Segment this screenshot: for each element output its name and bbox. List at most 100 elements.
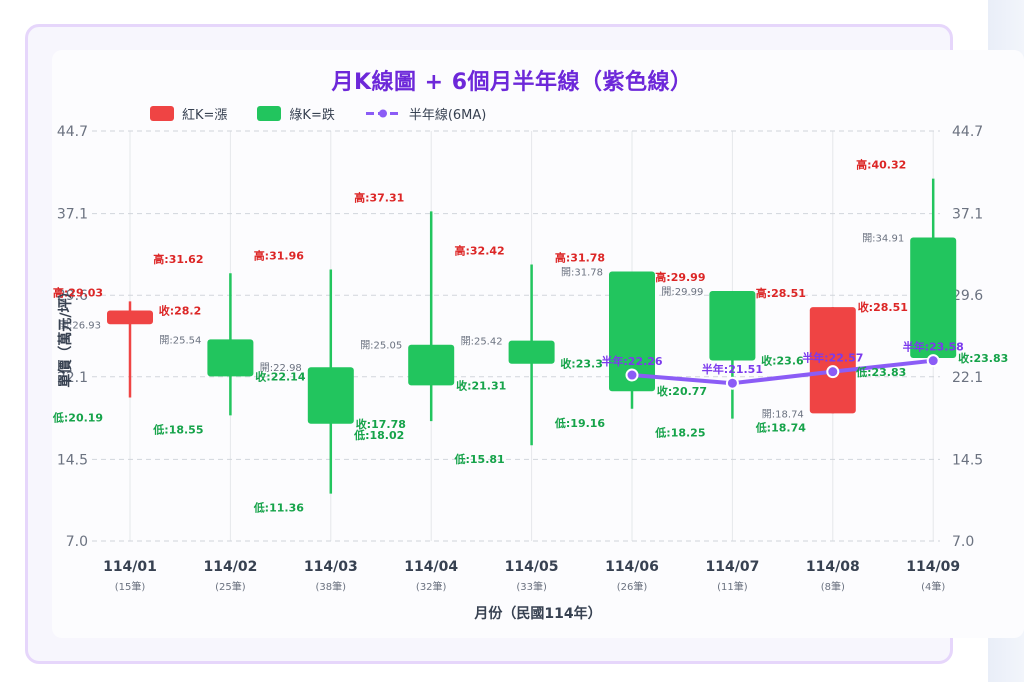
ma-point[interactable] xyxy=(725,376,739,390)
x-category-label: 114/09 xyxy=(906,559,960,575)
ma-polyline xyxy=(631,358,934,386)
value-label: 收:28.2 xyxy=(159,303,202,317)
y-tick-label: 14.5 xyxy=(57,452,88,468)
value-label: 開:31.78 xyxy=(561,267,603,279)
x-count-label: (11筆) xyxy=(717,580,748,593)
value-label: 開:25.42 xyxy=(461,336,503,348)
value-label: 半年:21.51 xyxy=(702,362,763,376)
legend-item-ma[interactable]: 半年線(6MA) xyxy=(365,104,487,123)
y-tick-label: 29.6 xyxy=(952,288,983,304)
value-label: 低:20.19 xyxy=(52,411,103,425)
value-label: 開:25.54 xyxy=(159,334,201,346)
red-box-icon xyxy=(150,106,174,121)
x-category-label: 114/02 xyxy=(203,559,257,575)
value-label: 開:18.74 xyxy=(762,408,804,420)
x-category-label: 114/04 xyxy=(404,559,458,575)
candle-down[interactable] xyxy=(307,367,354,424)
value-label: 收:28.51 xyxy=(858,300,908,314)
candle-down[interactable] xyxy=(207,339,254,377)
y-tick-label: 44.7 xyxy=(952,124,983,140)
value-label: 低:18.02 xyxy=(353,428,404,442)
value-label: 低:19.16 xyxy=(554,416,606,430)
ma-line xyxy=(625,354,940,390)
value-labels: 高:29.03 低:20.19 開:26.93 收:28.2 高:31.62 低:18.5… xyxy=(52,158,1008,515)
value-label: 收:17.78 xyxy=(356,417,406,431)
value-label: 高:29.99 xyxy=(655,270,705,284)
x-category-label: 114/06 xyxy=(605,559,659,575)
value-label: 開:34.91 xyxy=(862,232,904,244)
y-tick-label: 14.5 xyxy=(952,452,983,468)
value-label: 高:40.32 xyxy=(856,158,906,172)
y-tick-label: 7.0 xyxy=(66,534,88,550)
y-tick-label: 7.0 xyxy=(952,534,974,550)
candle-up[interactable] xyxy=(107,310,153,325)
x-category-label: 114/05 xyxy=(505,559,559,575)
value-label: 低:11.36 xyxy=(253,501,305,515)
candle-down[interactable] xyxy=(910,237,957,358)
green-box-icon xyxy=(257,106,282,121)
y-axis-left: 7.0 14.5 22.1 29.6 37.1 44.7 xyxy=(57,124,88,550)
value-label: 開:25.05 xyxy=(360,340,402,352)
value-label: 半年:23.58 xyxy=(903,340,964,354)
candle-down[interactable] xyxy=(508,340,555,364)
value-label: 收:21.31 xyxy=(456,378,506,392)
x-category-label: 114/03 xyxy=(304,559,358,575)
value-label: 收:23.83 xyxy=(958,351,1008,365)
line-marker-icon xyxy=(365,109,400,118)
value-label: 高:29.03 xyxy=(53,285,103,299)
x-axis-title: 月份（民國114年） xyxy=(473,605,601,622)
x-count-label: (15筆) xyxy=(115,580,146,593)
value-label: 收:22.14 xyxy=(255,369,306,383)
candle-down[interactable] xyxy=(709,290,756,361)
legend-item-down[interactable]: 綠K=跌 xyxy=(257,104,335,123)
ma-point[interactable] xyxy=(926,354,940,368)
chart-title: 月K線圖 + 6個月半年線（紫色線） xyxy=(331,70,693,95)
x-count-label: (8筆) xyxy=(821,580,845,593)
y-tick-label: 22.1 xyxy=(57,370,88,386)
legend-label-down: 綠K=跌 xyxy=(289,108,335,123)
legend-item-up[interactable]: 紅K=漲 xyxy=(150,104,227,123)
ma-point[interactable] xyxy=(625,368,639,382)
value-label: 高:31.78 xyxy=(555,251,605,265)
x-count-label: (4筆) xyxy=(921,580,945,593)
value-label: 高:31.96 xyxy=(254,249,305,263)
candles xyxy=(107,178,957,494)
x-count-label: (26筆) xyxy=(617,580,648,593)
value-label: 開:26.93 xyxy=(59,319,101,331)
x-count-label: (32筆) xyxy=(416,580,447,593)
value-label: 高:32.42 xyxy=(454,244,504,258)
x-count-label: (38筆) xyxy=(316,580,347,593)
candle-down[interactable] xyxy=(609,271,655,392)
value-label: 半年:22.26 xyxy=(601,354,663,368)
x-count-label: (33筆) xyxy=(516,580,547,593)
candle-up[interactable] xyxy=(809,307,856,414)
legend-label-ma: 半年線(6MA) xyxy=(408,108,487,123)
y-tick-label: 37.1 xyxy=(952,207,983,223)
y-tick-label: 22.1 xyxy=(952,370,983,386)
value-label: 收:23.6 xyxy=(761,353,804,367)
ma-point[interactable] xyxy=(826,365,840,379)
x-axis: 114/01 (15筆) 114/02 (25筆) 114/03 (38筆) 114/04 (… xyxy=(103,559,960,593)
y-axis-right: 7.0 14.5 22.1 29.6 37.1 44.7 xyxy=(952,124,983,550)
value-label: 低:18.55 xyxy=(152,422,203,436)
x-category-label: 114/07 xyxy=(705,559,759,575)
y-tick-label: 29.6 xyxy=(57,288,88,304)
value-label: 低:18.74 xyxy=(755,420,807,434)
candle-down[interactable] xyxy=(408,344,455,386)
value-label: 低:23.83 xyxy=(855,365,906,379)
value-label: 收:23.3 xyxy=(560,357,603,371)
value-label: 收:20.77 xyxy=(657,384,707,398)
value-label: 低:18.25 xyxy=(654,426,705,440)
value-label: 高:37.31 xyxy=(354,190,404,204)
y-axis-title: 單價（萬元/坪） xyxy=(57,284,74,387)
value-label: 高:31.62 xyxy=(153,252,203,266)
x-count-label: (25筆) xyxy=(215,580,246,593)
value-label: 開:29.99 xyxy=(661,286,703,298)
legend-label-up: 紅K=漲 xyxy=(182,108,228,123)
value-label: 高:28.51 xyxy=(756,286,806,300)
value-label: 開:22.98 xyxy=(260,362,302,374)
chart-legend: 紅K=漲 綠K=跌 半年線(6MA) xyxy=(150,104,516,123)
value-label: 低:15.81 xyxy=(453,452,504,466)
y-tick-label: 37.1 xyxy=(57,207,88,223)
